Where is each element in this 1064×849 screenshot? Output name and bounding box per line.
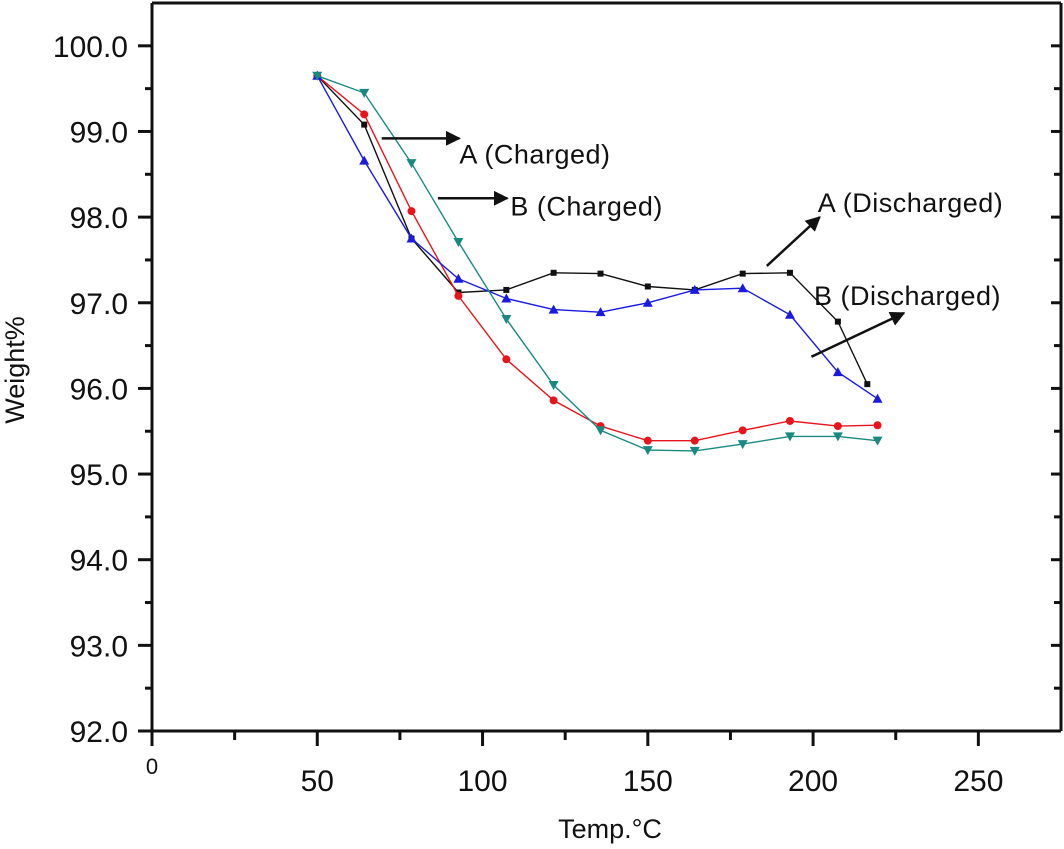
data-point [501, 293, 512, 303]
data-point [501, 315, 512, 325]
y-tick-label: 95.0 [70, 459, 128, 492]
series-line [316, 75, 878, 400]
data-point [785, 416, 794, 425]
y-tick-label: 100.0 [53, 31, 128, 64]
data-point [832, 432, 843, 442]
x-axis: 0 50 100 150 200 250 [146, 731, 1003, 798]
data-point [453, 237, 464, 247]
x-axis-title: Temp.°C [558, 814, 662, 844]
annotation-arrow [810, 311, 906, 358]
y-tick-label: 98.0 [70, 202, 128, 235]
data-point [502, 355, 511, 364]
x-tick-label: 200 [788, 765, 838, 798]
y-tick-label: 97.0 [70, 288, 128, 321]
data-point [597, 270, 604, 277]
series-b-discharged [312, 70, 883, 403]
data-point [595, 426, 606, 436]
annotation-label: B (Discharged) [814, 281, 1001, 311]
data-point [454, 291, 463, 300]
x-tick-label: 100 [458, 765, 508, 798]
data-point [407, 207, 416, 216]
data-point [739, 270, 746, 277]
x-tick-label: 0 [146, 754, 158, 779]
data-point [737, 440, 748, 450]
data-point [872, 436, 883, 446]
series-line [317, 75, 878, 452]
data-point [832, 367, 843, 377]
data-point [643, 436, 652, 445]
data-point [503, 286, 510, 293]
annotation-arrow [765, 216, 821, 267]
annotation-a-charged: A (Charged) [381, 130, 610, 169]
data-point [312, 71, 323, 81]
x-tick-label: 50 [301, 765, 334, 798]
annotation-a-discharged: A (Discharged) [765, 188, 1004, 267]
x-tick-label: 150 [623, 765, 673, 798]
data-point [786, 269, 793, 276]
data-point [406, 159, 417, 169]
data-point [689, 446, 700, 456]
annotations: A (Charged) B (Charged) A (Discharged) B (D… [381, 130, 1004, 358]
data-point [548, 304, 559, 314]
data-point [689, 284, 700, 294]
plot-frame [138, 1, 1063, 733]
data-point [872, 393, 883, 403]
data-point [549, 396, 558, 405]
annotation-b-discharged: B (Discharged) [810, 281, 1001, 358]
data-point [738, 426, 747, 435]
data-point [864, 381, 871, 388]
x-tick-label: 250 [953, 765, 1003, 798]
annotation-b-charged: B (Charged) [437, 190, 663, 221]
series-b-charged [312, 71, 883, 456]
data-point [834, 318, 841, 325]
y-axis-title: Weight% [0, 316, 30, 424]
data-point [737, 283, 748, 293]
data-point [784, 309, 795, 319]
y-tick-label: 99.0 [70, 116, 128, 149]
data-point [642, 446, 653, 456]
data-point [550, 269, 557, 276]
series-a-charged [313, 71, 882, 445]
annotation-label: A (Charged) [459, 139, 610, 169]
data-point [784, 432, 795, 442]
data-point [406, 233, 417, 243]
annotation-label: B (Charged) [510, 191, 663, 221]
data-point [361, 121, 368, 128]
series-line [316, 75, 868, 385]
y-tick-label: 92.0 [70, 716, 128, 749]
data-point [873, 421, 882, 430]
data-point [360, 110, 369, 119]
data-point [644, 283, 651, 290]
data-point [453, 273, 464, 283]
series-layer [312, 70, 883, 456]
data-point [642, 297, 653, 307]
data-point [359, 88, 370, 98]
data-point [595, 307, 606, 317]
series-a-discharged [314, 72, 871, 388]
data-point [833, 422, 842, 431]
series-line [316, 75, 878, 442]
y-tick-label: 94.0 [70, 545, 128, 578]
data-point [548, 380, 559, 390]
annotation-label: A (Discharged) [818, 188, 1004, 218]
data-point [359, 155, 370, 165]
data-point [690, 436, 699, 445]
y-tick-label: 96.0 [70, 373, 128, 406]
y-tick-label: 93.0 [70, 630, 128, 663]
y-axis: 92.0 93.0 94.0 95.0 96.0 97.0 98.0 99.0 100.0 [53, 31, 1061, 749]
